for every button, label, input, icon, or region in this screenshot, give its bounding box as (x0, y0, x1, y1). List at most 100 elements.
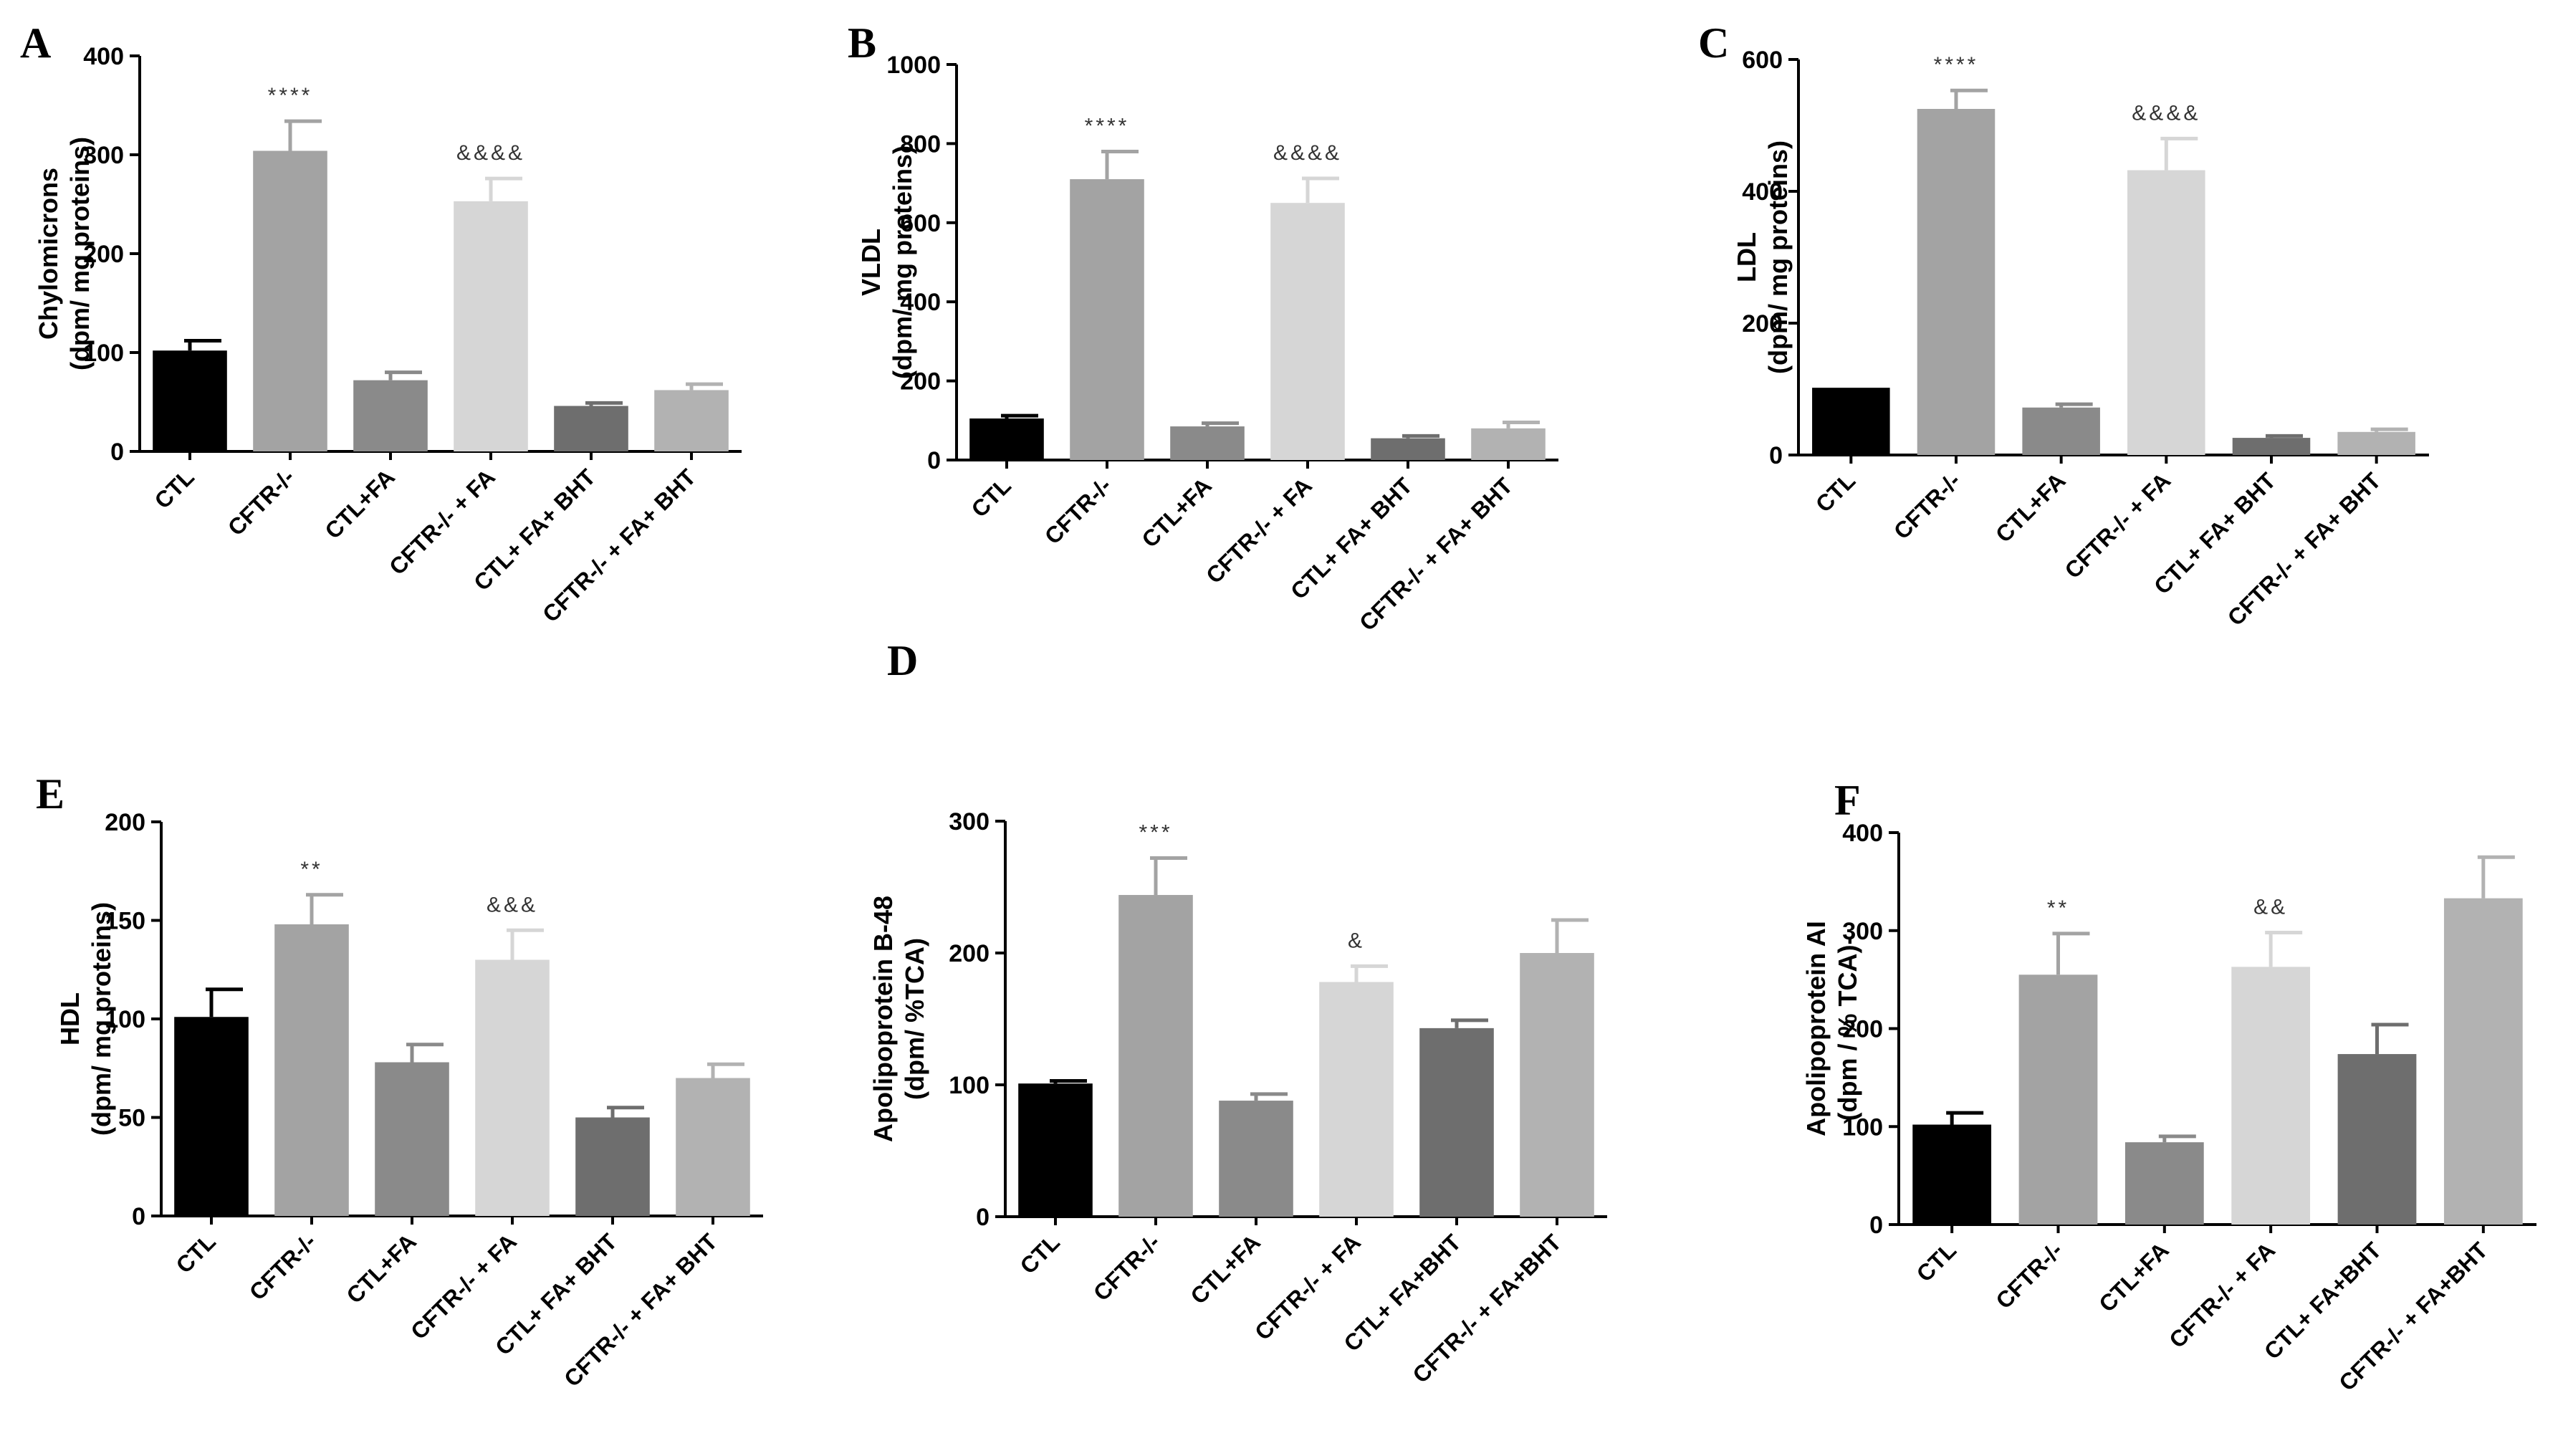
y-axis-label-line: HDL (55, 992, 85, 1045)
bar (174, 1017, 249, 1216)
bar (2337, 1054, 2417, 1225)
y-tick-label: 1000 (886, 52, 941, 79)
bar (1912, 1124, 1992, 1225)
x-category-label: CTL (1912, 1237, 1961, 1286)
bar (1471, 428, 1546, 460)
y-tick-label: 400 (1842, 820, 1883, 847)
x-category-label: CFTR-/- + FA (2164, 1237, 2280, 1353)
y-axis-label-line: LDL (1732, 232, 1761, 282)
panel-letter-D: D (887, 637, 918, 684)
y-axis-label-line: (dpm/ mg proteins) (87, 902, 116, 1136)
bar (274, 924, 349, 1216)
y-tick-label: 50 (118, 1105, 145, 1132)
y-axis-label-line: (dpm/ mg proteins) (888, 145, 917, 379)
significance-label: *** (1139, 821, 1172, 845)
panel-B: B VLDL(dpm/ mg proteins) 0 200 400 600 800 1000… (848, 19, 1558, 636)
panel-F: F Apolipoprotein AI(dpm / % TCA)- 0 100 200 3… (1801, 777, 2536, 1396)
x-category-label: CTL+FA (320, 464, 400, 544)
panel-letter-E: E (36, 770, 64, 818)
y-axis-label-line: (dpm/ %TCA) (900, 938, 929, 1100)
bar (2022, 407, 2100, 455)
y-tick-label: 100 (1842, 1113, 1883, 1141)
panel-letter-B: B (848, 19, 876, 67)
y-axis-label-line: (dpm / % TCA)- (1833, 937, 1862, 1121)
bar (1219, 1101, 1293, 1217)
significance-label: ** (300, 858, 322, 881)
x-category-label: CTL+FA (341, 1228, 421, 1308)
significance-label: **** (268, 84, 313, 107)
x-category-label: CTL (967, 472, 1016, 522)
y-tick-label: 400 (1742, 178, 1783, 206)
y-tick-label: 100 (83, 340, 124, 367)
bar (676, 1078, 750, 1216)
bar (1419, 1028, 1494, 1217)
y-axis-label-A: Chylomicrons(dpm/ mg proteins) (34, 137, 95, 370)
y-tick-label: 200 (900, 368, 941, 396)
bar (1371, 438, 1445, 460)
y-tick-label: 200 (83, 241, 124, 268)
panel-D: D Apolipoprotein B-48(dpm/ %TCA) 0 100 200 30… (868, 637, 1607, 1388)
bar (1170, 426, 1245, 460)
bar (1070, 179, 1144, 460)
bar (353, 380, 428, 451)
y-axis-label-B: VLDL(dpm/ mg proteins) (856, 145, 917, 379)
y-axis-label-line: Apolipoprotein AI (1801, 921, 1831, 1136)
bar (1270, 203, 1345, 460)
x-category-label: CTL+FA (1136, 472, 1217, 552)
y-tick-label: 200 (105, 809, 145, 836)
significance-label: &&&& (1273, 141, 1342, 165)
y-axis-label-E: HDL(dpm/ mg proteins) (55, 902, 116, 1136)
bar (1520, 953, 1594, 1217)
x-category-label: CTL (150, 464, 199, 513)
y-tick-label: 0 (132, 1203, 145, 1230)
panel-A: A Chylomicrons(dpm/ mg proteins) 0 100 200 30… (20, 19, 742, 627)
bar (2018, 974, 2098, 1225)
bar (1812, 388, 1890, 455)
y-tick-label: 0 (1869, 1212, 1883, 1239)
x-category-label: CFTR-/- (1040, 472, 1116, 549)
y-axis-label-C: LDL(dpm/ mg proteins) (1732, 140, 1793, 374)
bar (969, 418, 1044, 460)
significance-label: &&&& (456, 141, 525, 165)
significance-label: && (2253, 895, 2288, 919)
bar (2127, 170, 2205, 455)
bar (253, 150, 327, 452)
y-tick-label: 600 (900, 210, 941, 237)
bar (2124, 1142, 2204, 1225)
y-tick-label: 0 (1769, 442, 1783, 469)
y-tick-label: 0 (976, 1204, 990, 1231)
bar (1118, 895, 1193, 1217)
y-tick-label: 200 (949, 940, 990, 967)
x-category-label: CTL (171, 1228, 221, 1278)
y-tick-label: 400 (83, 43, 124, 70)
bar (475, 959, 550, 1216)
y-tick-label: 200 (1742, 310, 1783, 337)
y-tick-label: 300 (949, 808, 990, 835)
y-tick-label: 800 (900, 130, 941, 158)
bar (1018, 1083, 1093, 1217)
bar (153, 350, 227, 451)
significance-label: ** (2047, 896, 2069, 920)
x-category-label: CFTR-/- (1889, 467, 1965, 544)
y-axis-label-line: Apolipoprotein B-48 (868, 896, 898, 1142)
x-category-label: CFTR-/- (1088, 1229, 1165, 1306)
bar (2337, 431, 2415, 455)
x-category-label: CFTR-/- (223, 464, 300, 540)
y-axis-label-D: Apolipoprotein B-48(dpm/ %TCA) (868, 896, 929, 1142)
y-tick-label: 300 (1842, 918, 1883, 945)
y-tick-label: 150 (105, 908, 145, 935)
x-category-label: CFTR-/- + FA (2059, 467, 2175, 583)
y-axis-label-line: VLDL (856, 229, 886, 296)
y-axis-label-line: Chylomicrons (34, 168, 63, 340)
bar (654, 390, 729, 451)
significance-label: **** (1934, 53, 1979, 77)
y-tick-label: 100 (949, 1072, 990, 1099)
y-tick-label: 0 (110, 439, 124, 466)
x-category-label: CTL (1811, 467, 1860, 517)
bar (554, 406, 628, 451)
bar (575, 1117, 650, 1216)
y-tick-label: 300 (83, 142, 124, 169)
bar (2443, 898, 2523, 1225)
significance-label: **** (1085, 114, 1130, 138)
